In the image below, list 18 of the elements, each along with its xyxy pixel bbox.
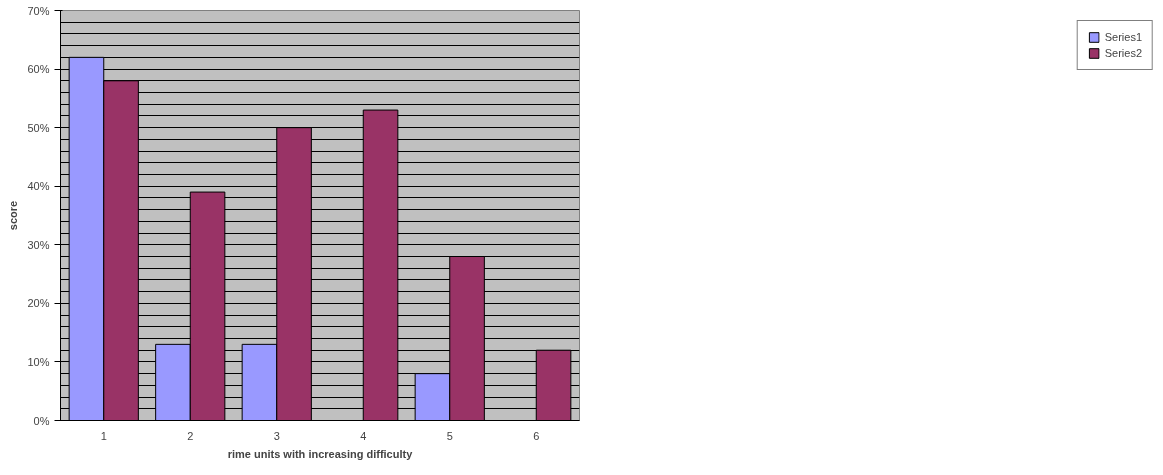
y-tick-label: 20%: [27, 297, 50, 310]
x-tick-label: 5: [446, 429, 453, 442]
y-tick-label: 70%: [27, 4, 50, 17]
y-tick-label: 40%: [27, 180, 50, 193]
y-tick-label: 10%: [27, 355, 50, 368]
y-tick-label: 30%: [27, 238, 50, 251]
legend-label: Series2: [1104, 47, 1142, 59]
x-axis-title: rime units with increasing difficulty: [227, 447, 414, 460]
x-tick-label: 2: [187, 429, 194, 442]
x-tick-label: 3: [273, 429, 280, 442]
x-tick-label: 6: [533, 429, 540, 442]
x-tick-label: 4: [360, 429, 367, 442]
y-tick-label: 0%: [33, 414, 50, 427]
legend-label: Series1: [1104, 31, 1142, 43]
y-tick-label: 50%: [27, 121, 50, 134]
y-tick-label: 60%: [27, 63, 50, 76]
y-axis-title: score: [7, 200, 20, 231]
x-tick-label: 1: [100, 429, 107, 442]
